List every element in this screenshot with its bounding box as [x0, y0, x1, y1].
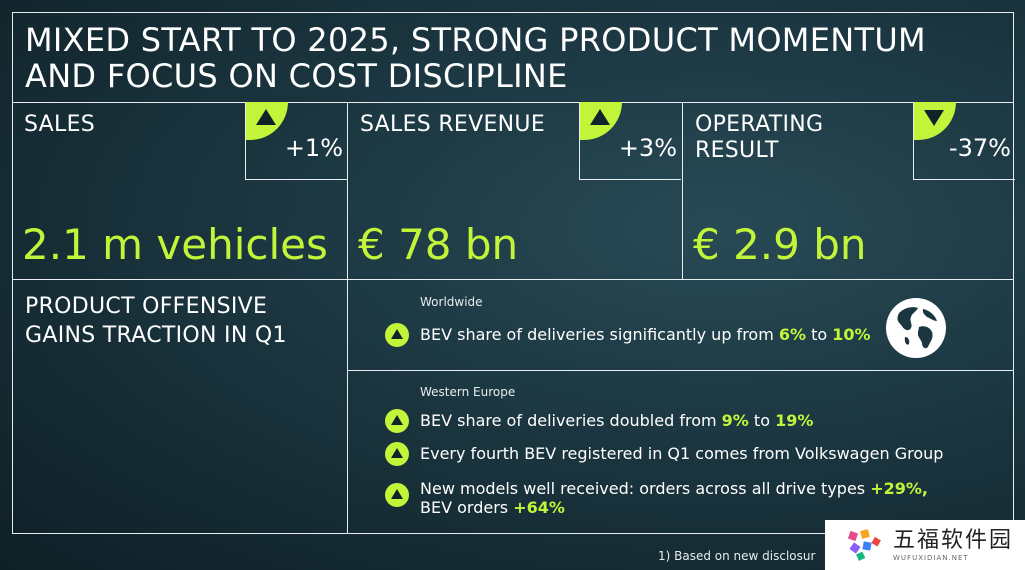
trend-up-icon: [580, 102, 622, 140]
title-line-1: MIXED START TO 2025, STRONG PRODUCT MOME…: [25, 21, 926, 59]
kpi-label-line: OPERATING: [695, 112, 824, 137]
bullet-text: BEV share of deliveries doubled from 9% …: [420, 411, 814, 430]
delta-value: +1%: [284, 134, 343, 162]
heading-line: PRODUCT OFFENSIVE: [25, 294, 268, 319]
delta-box: +3%: [579, 102, 681, 180]
bullet-text: New models well received: orders across …: [420, 479, 928, 517]
kpi-operating-result: OPERATING RESULT -37% € 2.9 bn: [683, 102, 1015, 279]
kpi-value: € 2.9 bn: [693, 220, 867, 269]
divider: [12, 279, 1014, 280]
bullet-text: BEV share of deliveries significantly up…: [420, 325, 871, 344]
triangle-up-icon: [385, 483, 409, 507]
triangle-up-icon: [385, 323, 409, 347]
triangle-up-icon: [385, 409, 409, 433]
title-line-2: AND FOCUS ON COST DISCIPLINE: [25, 57, 568, 95]
delta-box: -37%: [913, 102, 1015, 180]
kpi-label: OPERATING RESULT: [695, 112, 823, 164]
kpi-sales-revenue: SALES REVENUE +3% € 78 bn: [348, 102, 683, 279]
watermark-url: WUFUXIDIAN.NET: [893, 553, 969, 562]
watermark-logo-icon: [847, 529, 881, 561]
watermark: 五福软件园 WUFUXIDIAN.NET: [825, 520, 1025, 570]
region-worldwide: Worldwide: [420, 295, 483, 309]
kpi-label-line: SALES REVENUE: [360, 112, 546, 137]
delta-box: +1%: [245, 102, 347, 180]
kpi-label: SALES: [24, 112, 95, 138]
trend-up-icon: [246, 102, 288, 140]
globe-icon: [886, 298, 946, 358]
kpi-label: SALES REVENUE: [360, 112, 545, 138]
delta-value: +3%: [618, 134, 677, 162]
product-offensive-heading: PRODUCT OFFENSIVE GAINS TRACTION IN Q1: [12, 280, 348, 534]
slide-frame: [12, 12, 1014, 534]
list-item: BEV share of deliveries significantly up…: [385, 323, 871, 347]
heading-line: GAINS TRACTION IN Q1: [25, 323, 287, 348]
triangle-up-icon: [385, 442, 409, 466]
kpi-value: 2.1 m vehicles: [22, 220, 328, 269]
region-western-europe: Western Europe: [420, 385, 516, 399]
kpi-value: € 78 bn: [358, 220, 519, 269]
list-item: New models well received: orders across …: [385, 479, 928, 517]
list-item: Every fourth BEV registered in Q1 comes …: [385, 442, 944, 466]
kpi-label-line: SALES: [24, 112, 96, 137]
kpi-sales: SALES +1% 2.1 m vehicles: [12, 102, 348, 279]
footnote: 1) Based on new disclosur: [658, 549, 816, 563]
watermark-text: 五福软件园: [893, 527, 1014, 553]
divider: [348, 370, 1014, 371]
delta-value: -37%: [948, 134, 1011, 162]
list-item: BEV share of deliveries doubled from 9% …: [385, 409, 814, 433]
kpi-label-line: RESULT: [695, 138, 779, 163]
slide-title: MIXED START TO 2025, STRONG PRODUCT MOME…: [12, 12, 1014, 103]
bullet-text: Every fourth BEV registered in Q1 comes …: [420, 444, 944, 463]
